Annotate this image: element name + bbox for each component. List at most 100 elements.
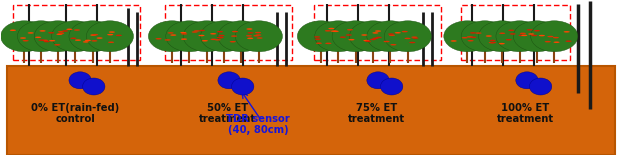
Circle shape bbox=[217, 31, 223, 32]
Circle shape bbox=[62, 30, 68, 32]
Circle shape bbox=[462, 37, 468, 39]
Ellipse shape bbox=[83, 78, 105, 95]
Circle shape bbox=[466, 36, 473, 38]
Circle shape bbox=[231, 35, 237, 37]
Circle shape bbox=[534, 30, 540, 32]
Circle shape bbox=[35, 37, 41, 38]
Circle shape bbox=[247, 38, 253, 39]
Circle shape bbox=[402, 31, 408, 32]
Circle shape bbox=[553, 37, 559, 38]
Text: 0% ET(rain-fed)
control: 0% ET(rain-fed) control bbox=[31, 103, 119, 124]
Circle shape bbox=[389, 34, 395, 36]
Ellipse shape bbox=[183, 21, 230, 52]
Circle shape bbox=[170, 34, 177, 36]
Circle shape bbox=[519, 35, 524, 36]
Circle shape bbox=[248, 32, 254, 34]
Circle shape bbox=[315, 38, 321, 40]
Circle shape bbox=[509, 33, 516, 35]
Circle shape bbox=[325, 43, 332, 44]
Circle shape bbox=[370, 39, 376, 40]
Circle shape bbox=[489, 42, 495, 43]
Circle shape bbox=[388, 33, 394, 35]
Circle shape bbox=[404, 38, 411, 39]
Ellipse shape bbox=[69, 21, 116, 52]
Ellipse shape bbox=[478, 21, 526, 52]
Circle shape bbox=[109, 31, 115, 33]
Circle shape bbox=[376, 37, 382, 38]
Circle shape bbox=[44, 41, 50, 42]
Ellipse shape bbox=[231, 78, 254, 95]
Text: TDR sensor
(40, 80cm): TDR sensor (40, 80cm) bbox=[226, 114, 290, 135]
Circle shape bbox=[96, 37, 103, 39]
Circle shape bbox=[409, 42, 415, 43]
Circle shape bbox=[198, 35, 205, 36]
Circle shape bbox=[210, 39, 216, 40]
Circle shape bbox=[48, 32, 54, 34]
Circle shape bbox=[520, 33, 526, 34]
Circle shape bbox=[85, 40, 91, 41]
Circle shape bbox=[331, 30, 337, 32]
Circle shape bbox=[508, 29, 514, 31]
Circle shape bbox=[70, 38, 77, 39]
Ellipse shape bbox=[381, 78, 403, 95]
Circle shape bbox=[92, 34, 98, 35]
Circle shape bbox=[490, 42, 496, 43]
Ellipse shape bbox=[367, 72, 389, 89]
Circle shape bbox=[450, 40, 457, 42]
Circle shape bbox=[545, 41, 551, 42]
Circle shape bbox=[218, 35, 225, 36]
Ellipse shape bbox=[384, 21, 432, 52]
Circle shape bbox=[314, 36, 320, 38]
Ellipse shape bbox=[69, 72, 91, 89]
Circle shape bbox=[42, 40, 48, 41]
Circle shape bbox=[475, 32, 481, 34]
Circle shape bbox=[365, 41, 371, 42]
Bar bbox=[461, 5, 570, 60]
Circle shape bbox=[210, 33, 216, 34]
Circle shape bbox=[384, 41, 389, 42]
Circle shape bbox=[156, 38, 162, 39]
Circle shape bbox=[90, 34, 96, 36]
Circle shape bbox=[527, 29, 533, 31]
Circle shape bbox=[255, 32, 261, 33]
Circle shape bbox=[40, 30, 45, 32]
Ellipse shape bbox=[218, 72, 240, 89]
Circle shape bbox=[57, 34, 62, 35]
Circle shape bbox=[375, 30, 381, 32]
Circle shape bbox=[58, 33, 64, 34]
Circle shape bbox=[74, 29, 80, 31]
Circle shape bbox=[91, 40, 98, 42]
Circle shape bbox=[361, 34, 368, 36]
Ellipse shape bbox=[235, 21, 282, 52]
Ellipse shape bbox=[513, 21, 560, 52]
Circle shape bbox=[107, 34, 113, 35]
Circle shape bbox=[20, 37, 26, 39]
Circle shape bbox=[391, 44, 396, 46]
Circle shape bbox=[108, 41, 114, 43]
Ellipse shape bbox=[52, 21, 99, 52]
Ellipse shape bbox=[332, 21, 379, 52]
Circle shape bbox=[67, 29, 72, 30]
Circle shape bbox=[470, 32, 476, 34]
Circle shape bbox=[490, 40, 496, 41]
Circle shape bbox=[180, 32, 187, 33]
Ellipse shape bbox=[200, 21, 248, 52]
Ellipse shape bbox=[516, 72, 538, 89]
Circle shape bbox=[564, 31, 570, 33]
Circle shape bbox=[346, 34, 352, 36]
Circle shape bbox=[565, 40, 572, 42]
Circle shape bbox=[58, 31, 64, 33]
Ellipse shape bbox=[531, 21, 578, 52]
Circle shape bbox=[348, 39, 355, 40]
Circle shape bbox=[499, 43, 505, 44]
Circle shape bbox=[531, 35, 537, 36]
Circle shape bbox=[215, 39, 221, 41]
Ellipse shape bbox=[149, 21, 195, 52]
Circle shape bbox=[253, 35, 259, 37]
Ellipse shape bbox=[166, 21, 213, 52]
Circle shape bbox=[116, 35, 122, 36]
Circle shape bbox=[167, 32, 174, 34]
Text: 50% ET
treatment: 50% ET treatment bbox=[198, 103, 256, 124]
Circle shape bbox=[192, 31, 198, 33]
Circle shape bbox=[554, 41, 560, 43]
